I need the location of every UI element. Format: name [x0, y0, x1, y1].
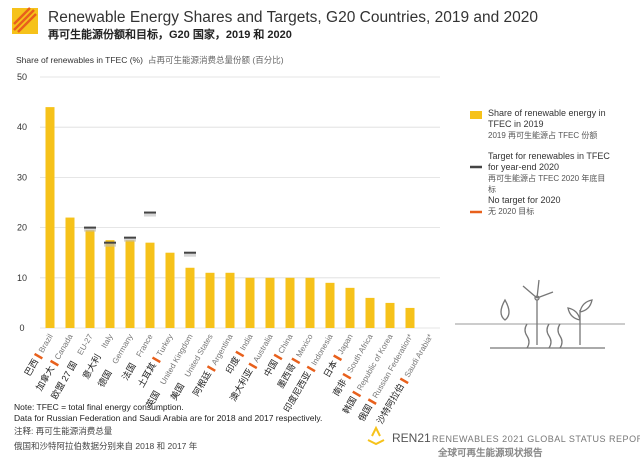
target-shadow	[104, 242, 116, 247]
no-target-marker	[333, 354, 343, 362]
x-tick-label: Turkey	[155, 333, 175, 358]
bar	[105, 240, 115, 328]
chart-title: Renewable Energy Shares and Targets, G20…	[48, 9, 538, 26]
source: REN21	[392, 431, 431, 445]
legend-label-zh: 2019 再可生能源占 TFEC 份额	[488, 131, 598, 140]
no-target-marker	[33, 352, 43, 360]
target-shadow	[144, 212, 156, 217]
bar	[285, 277, 295, 328]
no-target-marker	[151, 356, 161, 364]
y-tick-label: 50	[17, 72, 27, 82]
x-tick-label: EU-27	[76, 332, 95, 357]
y-axis-label: Share of renewables in TFEC (%)	[16, 55, 143, 65]
bar	[185, 267, 195, 328]
bar	[245, 277, 255, 328]
bar	[305, 277, 315, 328]
legend-label: No target for 2020	[488, 195, 561, 205]
x-tick-label-zh: 土耳其	[135, 360, 158, 389]
x-tick-label-zh: 德国	[95, 368, 114, 389]
no-target-marker	[235, 350, 245, 358]
legend-label: Share of renewable energy in TFEC in 201…	[488, 108, 606, 129]
target-shadow	[124, 237, 136, 242]
y-tick-label: 20	[17, 223, 27, 233]
x-tick-label: Japan	[336, 333, 355, 356]
report: RENEWABLES 2021 GLOBAL STATUS REPORT	[432, 434, 640, 444]
no-target-marker	[291, 357, 301, 365]
legend-label-zh: 无 2020 目标	[488, 207, 535, 216]
bar	[85, 230, 95, 328]
bar	[65, 217, 75, 328]
y-tick-label: 0	[19, 323, 24, 333]
bar	[365, 297, 375, 328]
bar	[45, 107, 55, 329]
no-target-marker	[273, 353, 283, 361]
no-target-marker	[367, 398, 377, 405]
bar	[325, 282, 335, 328]
energy-icon	[490, 279, 605, 349]
no-target-marker	[206, 365, 216, 372]
x-tick-label-zh: 俄国	[355, 402, 374, 423]
legend-swatch	[470, 111, 482, 119]
y-tick-label: 40	[17, 122, 27, 132]
note-zh: 注释: 再可生能源消费总量	[14, 426, 113, 436]
no-target-marker	[248, 362, 258, 370]
x-tick-label-zh: 南非	[330, 377, 349, 398]
legend: Share of renewable energy in TFEC in 201…	[488, 108, 613, 217]
legend-item: No target for 2020 无 2020 目标	[488, 195, 613, 217]
target-shadow	[184, 252, 196, 257]
no-target-marker	[399, 377, 409, 385]
legend-label-zh: 再可生能源占 TFEC 2020 年底目标	[488, 174, 606, 194]
x-tick-label: India	[238, 332, 255, 352]
x-tick-label-zh: 美国	[168, 381, 187, 402]
x-tick-label: Mexico	[294, 332, 315, 359]
no-target-marker	[352, 390, 362, 398]
footnotes: Note: TFEC = total final energy consumpt…	[14, 402, 344, 452]
x-tick-label-zh: 欧盟 27 国	[48, 359, 79, 401]
legend-item: Target for renewables in TFEC for year-e…	[488, 151, 613, 195]
target-shadow	[84, 227, 96, 232]
legend-item: Share of renewable energy in TFEC in 201…	[488, 108, 613, 141]
report-logo: REN21 RENEWABLES 2021 GLOBAL STATUS REPO…	[367, 425, 640, 459]
y-tick-label: 10	[17, 273, 27, 283]
no-target-marker	[49, 359, 59, 367]
x-tick-label-zh: 印度	[223, 354, 242, 375]
bar	[125, 240, 135, 328]
x-tick-label: Italy	[100, 333, 115, 350]
y-axis-label-zh: 占再可生能源消费总量份额 (百分比)	[148, 55, 284, 65]
legend-label: Target for renewables in TFEC for year-e…	[488, 151, 610, 172]
logo-icon	[12, 7, 38, 34]
x-tick-label-zh: 法国	[119, 361, 138, 382]
note: Data for Russian Federation and Saudi Ar…	[14, 413, 323, 423]
x-tick-label: Canada	[53, 332, 75, 361]
chart-title-zh: 再可生能源份额和目标，G20 国家，2019 和 2020	[48, 27, 292, 41]
bar	[205, 272, 215, 328]
bar	[265, 277, 275, 328]
no-target-marker	[342, 372, 352, 380]
x-tick-label-zh: 中国	[261, 357, 280, 378]
bar	[225, 272, 235, 328]
report-zh: 全球可再生能源现状报告	[437, 447, 543, 459]
note-zh: 俄国和沙特阿拉伯数据分别来自 2018 和 2017 年	[14, 441, 198, 451]
x-tick-label: Brazil	[37, 332, 55, 354]
no-target-marker	[306, 365, 316, 373]
bar	[345, 287, 355, 328]
y-tick-label: 30	[17, 172, 27, 182]
note: Note: TFEC = total final energy consumpt…	[14, 402, 184, 412]
x-tick-label: France	[134, 332, 155, 359]
x-tick-label-zh: 日本	[321, 358, 340, 379]
bar	[385, 302, 395, 328]
bar	[165, 252, 175, 328]
bar	[145, 242, 155, 328]
x-tick-label: China	[276, 332, 295, 355]
bar	[405, 307, 415, 328]
x-tick-label-zh: 巴西	[23, 357, 41, 378]
